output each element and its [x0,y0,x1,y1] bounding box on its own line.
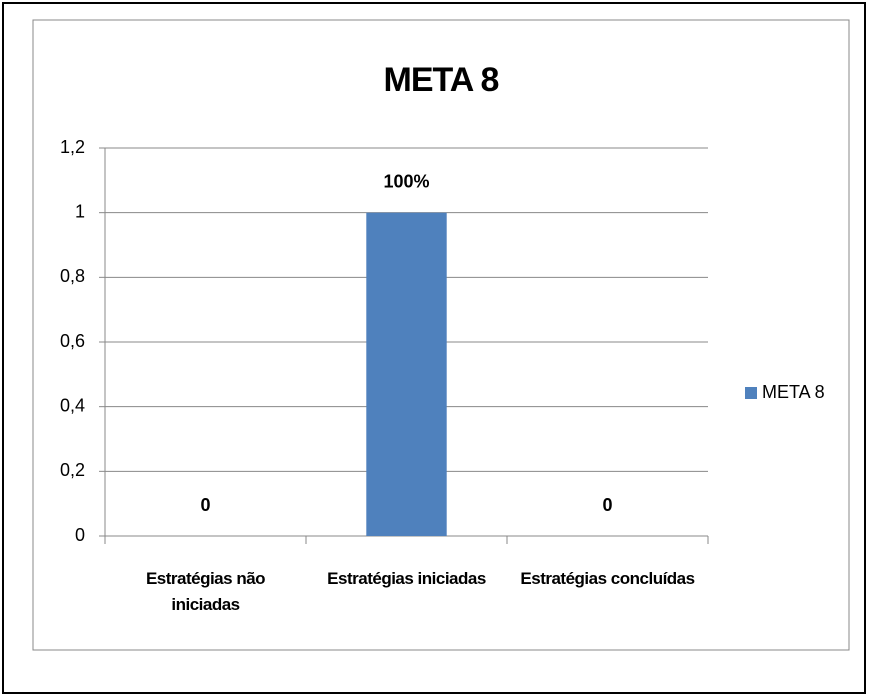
y-tick-label: 0,6 [60,331,85,351]
x-tick-label: Estratégias não iniciadas [145,569,266,614]
legend-swatch [745,387,757,399]
x-tick-label: Estratégias concluídas [520,569,695,588]
bar [366,212,447,536]
x-tick-label: Estratégias iniciadas [327,569,486,588]
y-tick-label: 0,8 [60,266,85,286]
data-label: 0 [200,495,210,515]
y-tick-label: 1,2 [60,137,85,157]
data-label: 0 [602,495,612,515]
y-tick-label: 0,4 [60,395,85,415]
y-tick-label: 0 [75,525,85,545]
y-tick-label: 1 [75,201,85,221]
legend-label: META 8 [762,382,825,402]
data-label: 100% [383,171,429,191]
chart-title: META 8 [384,61,499,99]
y-tick-label: 0,2 [60,460,85,480]
